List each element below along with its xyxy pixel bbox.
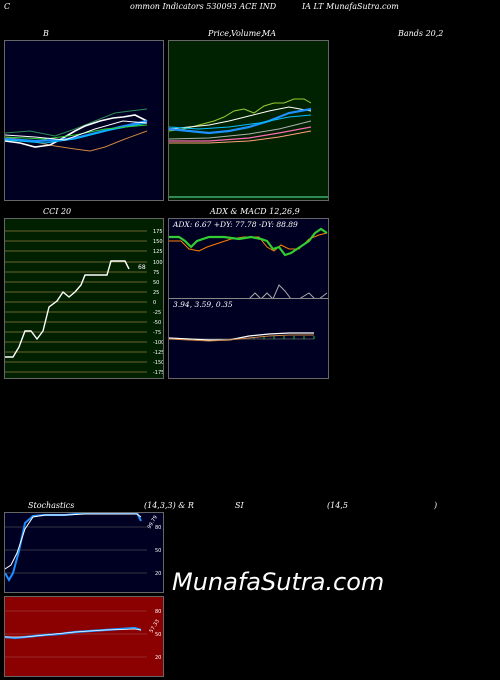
cci-chart: 68 175 150 125 100 75 50 25 0 -25 -50 -75 -100 -125 -… xyxy=(5,229,163,376)
macd-chart xyxy=(169,332,315,342)
bollinger-chart xyxy=(5,108,148,152)
cci-level-label: 125 xyxy=(153,249,163,255)
cci-title: CCI 20 xyxy=(43,207,72,216)
cci-level-label: 50 xyxy=(153,280,159,286)
cci-level-label: -50 xyxy=(153,320,161,326)
price-ma-panel xyxy=(168,40,329,201)
stochastics-panel: 99.79 80 50 20 xyxy=(4,512,164,593)
macd-panel: 3.94, 3.59, 0.35 xyxy=(168,298,329,379)
cci-gridlines xyxy=(5,230,147,373)
ma-title: MA xyxy=(262,29,276,38)
rsi-panel: 57.33 80 50 20 xyxy=(4,596,164,677)
volume-title: Volume, xyxy=(231,29,264,38)
macd-readout: 3.94, 3.59, 0.35 xyxy=(173,300,233,309)
cci-level-label: -125 xyxy=(153,350,163,356)
cci-level-label: -100 xyxy=(153,340,163,346)
cci-level-label: 25 xyxy=(153,290,159,296)
cci-value: 68 xyxy=(138,264,146,271)
cci-level-label: 150 xyxy=(153,239,163,245)
stoch-params: (14,3,3) & R xyxy=(144,501,194,510)
cci-panel: 68 175 150 125 100 75 50 25 0 -25 -50 -75 -100 -125 -… xyxy=(4,218,164,379)
cci-level-label: 0 xyxy=(153,300,156,306)
price-title: Price, xyxy=(208,29,232,38)
adx-panel: ADX: 6.67 +DY: 77.78 -DY: 88.89 xyxy=(168,218,329,302)
adx-chart xyxy=(169,227,328,300)
cci-level-label: 100 xyxy=(153,260,163,266)
cci-level-label: 175 xyxy=(153,229,163,235)
stoch-level-label: 80 xyxy=(155,525,161,531)
adx-readout: ADX: 6.67 +DY: 77.78 -DY: 88.89 xyxy=(173,220,298,229)
cci-level-label: -175 xyxy=(153,370,163,376)
rsi-level-label: 50 xyxy=(155,632,161,638)
stoch-level-label: 20 xyxy=(155,571,161,577)
rsi-title: SI xyxy=(235,501,244,510)
stoch-level-label: 50 xyxy=(155,548,161,554)
cci-level-label: 75 xyxy=(153,270,159,276)
header-left: C xyxy=(4,2,11,11)
bollinger-title: B xyxy=(43,29,49,38)
rsi-level-label: 20 xyxy=(155,655,161,661)
bands-title: Bands 20,2 xyxy=(398,29,444,38)
cci-level-label: -75 xyxy=(153,330,161,336)
cci-level-label: -25 xyxy=(153,310,161,316)
stoch-title: Stochastics xyxy=(28,501,75,510)
rsi-params: (14,5 xyxy=(327,501,348,510)
bollinger-panel xyxy=(4,40,164,201)
rsi-params-close: ) xyxy=(434,501,438,510)
watermark: MunafaSutra.com xyxy=(172,568,385,596)
header-title: ommon Indicators 530093 ACE IND xyxy=(130,2,277,11)
cci-level-label: -150 xyxy=(153,360,163,366)
adx-macd-title: ADX & MACD 12,26,9 xyxy=(210,207,300,216)
rsi-level-label: 80 xyxy=(155,609,161,615)
header-site: IA LT MunafaSutra.com xyxy=(302,2,399,11)
price-ma-chart xyxy=(169,98,328,198)
